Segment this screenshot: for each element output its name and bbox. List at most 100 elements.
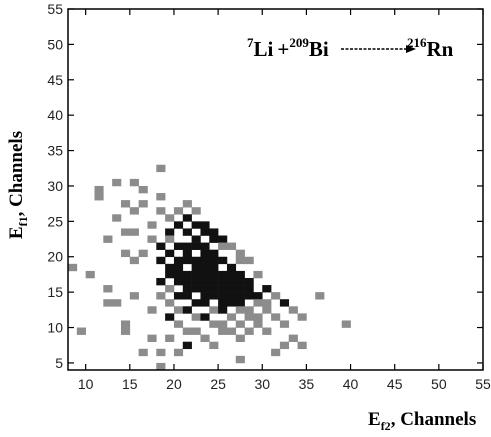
bi-symbol: Bi — [309, 37, 329, 61]
density-cell — [120, 320, 131, 328]
density-cell — [235, 355, 245, 364]
density-cells — [68, 164, 351, 371]
density-cell — [244, 327, 254, 335]
density-cell — [253, 292, 263, 300]
density-cell — [173, 292, 184, 300]
density-cell — [253, 270, 263, 279]
density-cell — [94, 185, 104, 194]
density-cell — [129, 292, 139, 300]
density-cell — [218, 277, 228, 286]
density-cell — [218, 256, 228, 265]
density-cell — [297, 313, 307, 321]
density-cell — [209, 228, 219, 236]
density-cell — [173, 348, 184, 357]
density-cell — [173, 306, 184, 314]
reaction-annotation: 7Li +209Bi — [247, 35, 329, 61]
density-cell — [209, 292, 219, 300]
density-cell — [271, 292, 281, 300]
x-tick-label: 15 — [122, 376, 138, 392]
x-tick-label: 45 — [387, 376, 403, 392]
density-cell — [156, 193, 166, 201]
density-cell — [253, 320, 263, 328]
x-axis-label: Ef2, Channels — [368, 409, 476, 433]
density-cell — [129, 207, 139, 215]
density-cell — [147, 221, 157, 229]
y-tick-label: 45 — [47, 72, 63, 88]
density-cell — [182, 249, 192, 258]
density-cell — [226, 242, 237, 250]
density-cell — [129, 256, 139, 265]
density-cell — [182, 256, 192, 265]
density-cell — [182, 285, 192, 293]
density-cell — [165, 214, 175, 222]
density-cell — [138, 249, 148, 258]
density-cell — [156, 277, 166, 286]
density-cell — [218, 327, 228, 335]
density-cell — [103, 299, 113, 307]
x-tick-label: 50 — [431, 376, 447, 392]
x-tick-label: 35 — [299, 376, 315, 392]
density-cell — [209, 256, 219, 265]
density-cell — [226, 313, 237, 321]
y-tick-label: 15 — [47, 284, 63, 300]
density-cell — [200, 256, 210, 265]
density-cell — [244, 256, 254, 265]
x-label-subscript: f2 — [381, 419, 391, 433]
y-label-subscript: f1 — [16, 216, 30, 226]
density-cell — [200, 313, 210, 321]
density-cell — [244, 285, 254, 293]
density-cell — [235, 270, 245, 279]
density-cell — [165, 249, 175, 258]
density-cell — [235, 299, 245, 307]
y-tick-label: 50 — [47, 36, 63, 52]
density-cell — [235, 256, 245, 265]
density-cell — [226, 299, 237, 307]
density-cell — [129, 228, 139, 236]
density-cell — [271, 313, 281, 321]
density-cell — [209, 249, 219, 258]
density-cell — [191, 313, 201, 321]
density-cell — [165, 263, 175, 272]
density-cell — [173, 270, 184, 279]
density-cell — [173, 320, 184, 328]
x-axis-ticks: 10 15 20 25 30 35 40 45 50 55 — [78, 9, 491, 392]
y-tick-label: 5 — [55, 355, 63, 371]
density-cell — [173, 221, 184, 229]
density-cell — [103, 285, 113, 293]
density-cell — [200, 299, 210, 307]
density-cell — [279, 320, 290, 328]
density-cell — [244, 306, 254, 314]
density-cell — [173, 242, 184, 250]
density-cell — [218, 299, 228, 307]
density-cell — [226, 285, 237, 293]
density-cell — [129, 178, 139, 187]
density-cell — [173, 277, 184, 286]
density-cell — [182, 341, 192, 350]
x-tick-label: 30 — [254, 376, 270, 392]
density-cell — [218, 242, 228, 250]
density-cell — [297, 341, 307, 350]
reaction-arrow-head — [406, 45, 416, 53]
density-cell — [279, 299, 290, 307]
density-cell — [235, 285, 245, 293]
density-cell — [165, 313, 175, 321]
density-cell — [182, 200, 192, 208]
density-cell — [165, 228, 175, 236]
density-cell — [182, 306, 192, 314]
density-cell — [191, 263, 201, 272]
density-cell — [191, 221, 201, 229]
density-cell — [200, 285, 210, 293]
density-cell — [147, 306, 157, 314]
density-cell — [218, 320, 228, 328]
y-tick-label: 35 — [47, 143, 63, 159]
y-tick-label: 40 — [47, 107, 63, 123]
density-cell — [85, 270, 95, 279]
density-cell — [244, 292, 254, 300]
density-cell — [156, 256, 166, 265]
density-cell — [112, 299, 122, 307]
x-tick-label: 55 — [475, 376, 491, 392]
density-cell — [218, 235, 228, 243]
density-cell — [191, 256, 201, 265]
density-cell — [200, 249, 210, 258]
